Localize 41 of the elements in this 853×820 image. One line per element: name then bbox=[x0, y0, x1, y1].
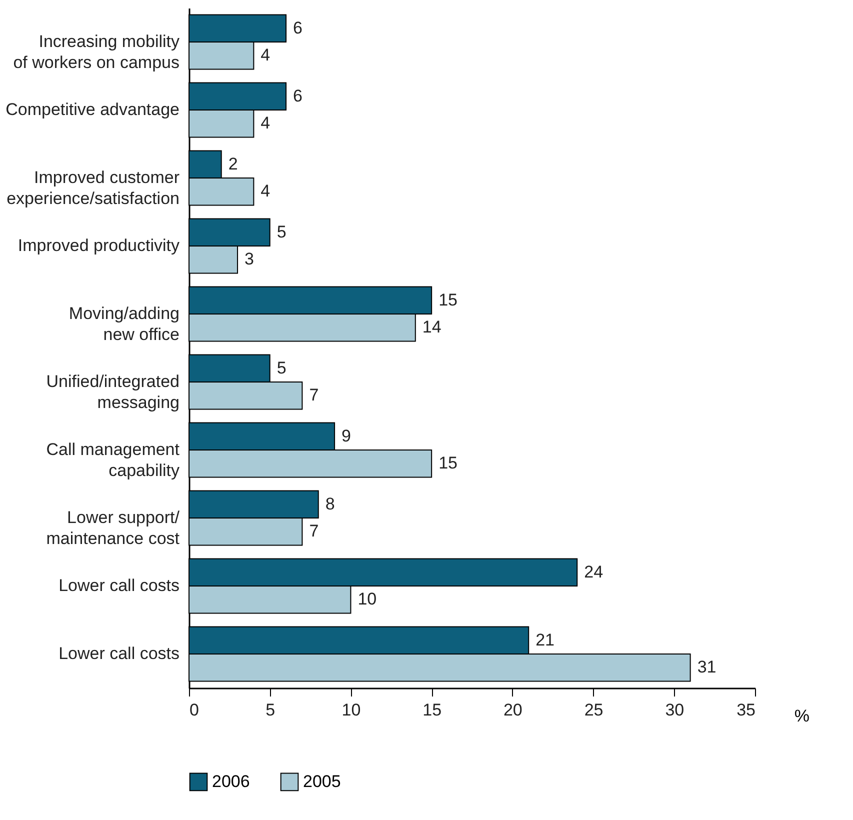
y-tick-label: Lower call costs bbox=[58, 576, 180, 595]
data-label: 7 bbox=[309, 386, 319, 405]
data-label: 15 bbox=[438, 454, 458, 473]
x-tick-label: 20 bbox=[503, 700, 522, 720]
data-label: 5 bbox=[276, 222, 286, 242]
data-label: 6 bbox=[293, 18, 302, 38]
data-label: 4 bbox=[260, 182, 270, 201]
data-label: 15 bbox=[438, 290, 458, 310]
x-tick-label: 35 bbox=[736, 700, 756, 720]
x-tick-label: 10 bbox=[342, 700, 361, 720]
x-tick-label: 15 bbox=[422, 700, 442, 720]
data-label: 21 bbox=[536, 630, 555, 650]
y-tick-label: Moving/adding new office bbox=[68, 304, 180, 344]
y-tick-label: Lower support/ maintenance cost bbox=[46, 508, 180, 548]
data-label: 14 bbox=[422, 318, 442, 337]
data-label: 3 bbox=[244, 250, 254, 269]
x-tick-label: 0 bbox=[190, 700, 199, 720]
y-tick-label: Call management capability bbox=[46, 440, 180, 480]
data-label: 8 bbox=[325, 494, 335, 514]
data-label: 6 bbox=[293, 86, 302, 106]
data-label: 4 bbox=[260, 114, 270, 133]
data-label: 24 bbox=[584, 562, 604, 582]
y-tick-label: Improved customer experience/satisfaction bbox=[6, 168, 180, 208]
y-tick-label: Competitive advantage bbox=[6, 100, 180, 119]
x-tick-label: 5 bbox=[266, 700, 276, 720]
data-label: 2 bbox=[228, 154, 238, 174]
data-label: 31 bbox=[697, 658, 716, 677]
x-axis-title: % bbox=[794, 706, 810, 726]
x-tick-label: 30 bbox=[665, 700, 684, 720]
y-tick-label: Lower call costs bbox=[58, 644, 180, 663]
data-label: 9 bbox=[342, 426, 352, 446]
y-tick-label: Increasing mobility of workers on campus bbox=[13, 32, 180, 72]
data-label: 10 bbox=[358, 590, 377, 609]
y-tick-label: Improved productivity bbox=[18, 236, 180, 255]
legend-label: 2005 bbox=[303, 772, 341, 791]
data-label: 4 bbox=[260, 46, 270, 65]
data-label: 7 bbox=[309, 522, 319, 541]
legend-label: 2006 bbox=[212, 772, 250, 791]
data-label: 5 bbox=[276, 358, 286, 378]
x-tick-label: 25 bbox=[584, 700, 604, 720]
y-tick-label: Unified/integrated messaging bbox=[46, 372, 180, 412]
